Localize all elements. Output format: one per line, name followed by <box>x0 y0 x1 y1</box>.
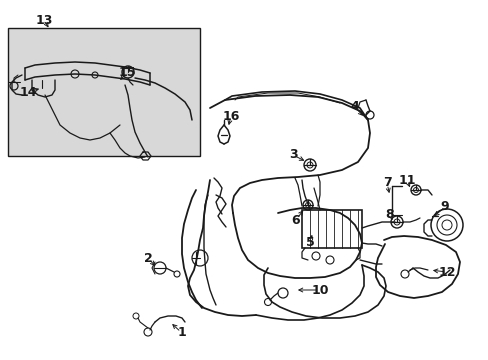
Text: 11: 11 <box>397 174 415 186</box>
Text: 2: 2 <box>143 252 152 265</box>
Bar <box>8 28 200 156</box>
Text: 6: 6 <box>291 213 300 226</box>
Text: 13: 13 <box>35 13 53 27</box>
Text: 15: 15 <box>118 67 136 80</box>
Text: 10: 10 <box>311 284 328 297</box>
Text: 4: 4 <box>350 100 359 113</box>
Text: 16: 16 <box>222 109 239 122</box>
Text: 3: 3 <box>288 148 297 162</box>
Text: 12: 12 <box>437 266 455 279</box>
Text: 5: 5 <box>305 235 314 248</box>
Text: 1: 1 <box>177 327 186 339</box>
Text: 9: 9 <box>440 201 448 213</box>
Text: 14: 14 <box>19 85 37 99</box>
Text: 7: 7 <box>382 176 390 189</box>
Bar <box>302 210 361 248</box>
Text: 8: 8 <box>385 208 393 221</box>
